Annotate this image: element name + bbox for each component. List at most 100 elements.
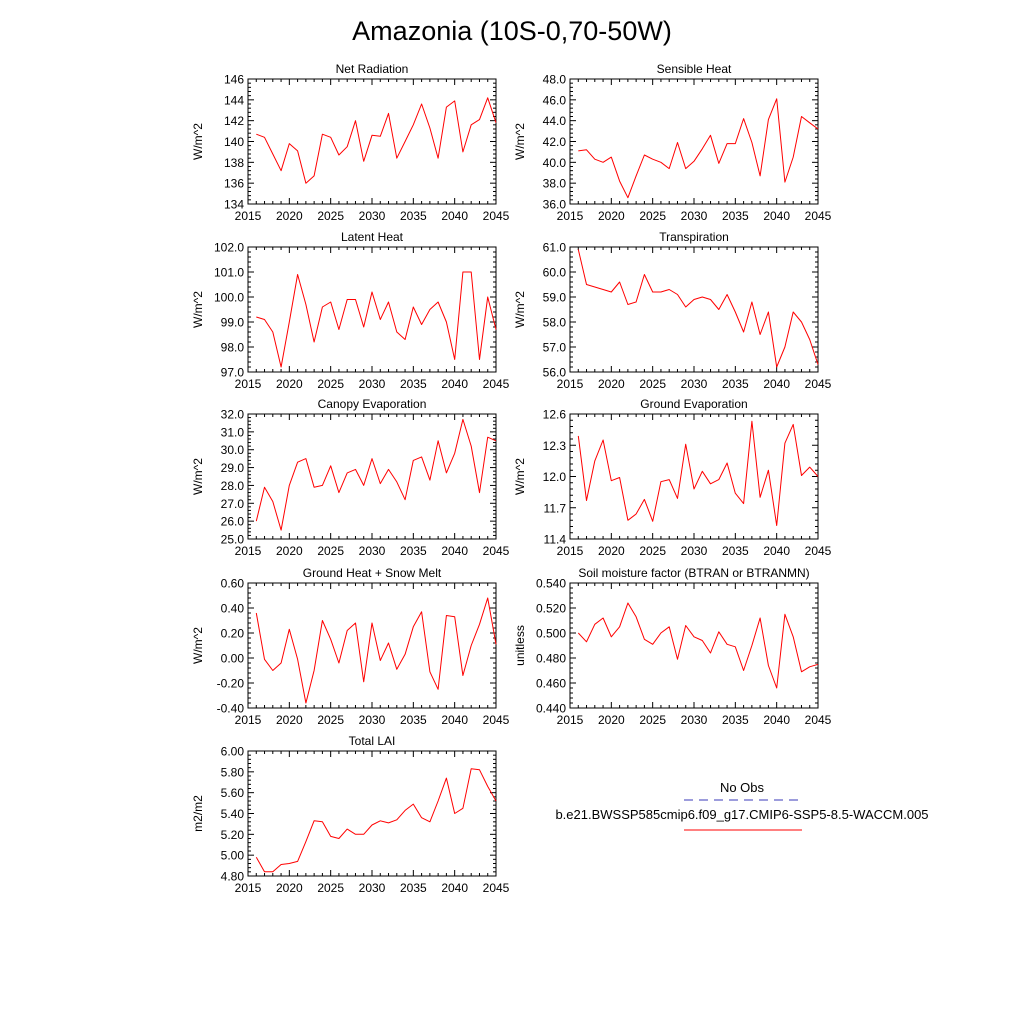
transpiration-xtick-label: 2015 — [557, 377, 584, 391]
net-radiation-ytick-label: 140 — [224, 135, 244, 149]
transpiration-xtick-label: 2045 — [805, 377, 832, 391]
net-radiation-xtick-label: 2015 — [235, 209, 262, 223]
total-lai-ytick-label: 6.00 — [221, 745, 245, 759]
sensible-heat-xtick-label: 2020 — [598, 209, 625, 223]
transpiration-xtick-label: 2040 — [763, 377, 790, 391]
latent-heat-xtick-label: 2040 — [441, 377, 468, 391]
canopy-evaporation-ytick-label: 27.0 — [221, 497, 245, 511]
soil-moisture-factor-btran-or-btranmn-xtick-label: 2025 — [639, 713, 666, 727]
ground-heat-snow-melt-xtick-label: 2035 — [400, 713, 427, 727]
sensible-heat-xtick-label: 2030 — [681, 209, 708, 223]
panel-soil-moisture-factor-btran-or-btranmn: 0.440 0.460 0.480 0.500 0.520 0.540 2015 2020 20… — [513, 566, 832, 727]
total-lai-ytick-label: 5.60 — [221, 786, 245, 800]
latent-heat-panel-title: Latent Heat — [341, 230, 404, 244]
ground-heat-snow-melt-xtick-label: 2020 — [276, 713, 303, 727]
canopy-evaporation-xtick-label: 2030 — [359, 544, 386, 558]
soil-moisture-factor-btran-or-btranmn-ytick-label: 0.520 — [536, 602, 566, 616]
canopy-evaporation-ytick-label: 25.0 — [221, 533, 245, 547]
soil-moisture-factor-btran-or-btranmn-xtick-label: 2020 — [598, 713, 625, 727]
panel-total-lai: 4.80 5.00 5.20 5.40 5.60 5.80 6.00 2015 2020 2025… — [191, 734, 510, 895]
net-radiation-ytick-label: 144 — [224, 93, 244, 107]
ground-evaporation-ytick-label: 12.6 — [543, 408, 567, 422]
canopy-evaporation-ytick-label: 28.0 — [221, 479, 245, 493]
total-lai-ytick-label: 4.80 — [221, 870, 245, 884]
canopy-evaporation-xtick-label: 2015 — [235, 544, 262, 558]
latent-heat-xtick-label: 2025 — [317, 377, 344, 391]
ground-evaporation-xtick-label: 2040 — [763, 544, 790, 558]
latent-heat-xtick-label: 2020 — [276, 377, 303, 391]
latent-heat-xtick-label: 2045 — [483, 377, 510, 391]
ground-heat-snow-melt-xtick-label: 2045 — [483, 713, 510, 727]
transpiration-ytick-label: 56.0 — [543, 366, 567, 380]
ground-heat-snow-melt-ytick-label: 0.60 — [221, 577, 245, 591]
net-radiation-y-axis-label: W/m^2 — [191, 123, 205, 160]
soil-moisture-factor-btran-or-btranmn-series-line — [577, 602, 819, 689]
sensible-heat-panel-title: Sensible Heat — [657, 62, 732, 76]
ground-evaporation-panel-title: Ground Evaporation — [640, 397, 747, 411]
sensible-heat-ytick-label: 42.0 — [543, 135, 567, 149]
sensible-heat-xtick-label: 2040 — [763, 209, 790, 223]
canopy-evaporation-ytick-label: 30.0 — [221, 443, 245, 457]
total-lai-ytick-label: 5.00 — [221, 849, 245, 863]
panel-latent-heat: 97.0 98.0 99.0 100.0 101.0 102.0 2015 2020 2025 2… — [191, 230, 510, 391]
total-lai-xtick-label: 2030 — [359, 881, 386, 895]
canopy-evaporation-ytick-label: 26.0 — [221, 515, 245, 529]
ground-evaporation-ytick-label: 11.4 — [544, 533, 567, 547]
ground-heat-snow-melt-series-line — [255, 597, 497, 704]
ground-evaporation-xtick-label: 2015 — [557, 544, 584, 558]
total-lai-xtick-label: 2040 — [441, 881, 468, 895]
sensible-heat-xtick-label: 2035 — [722, 209, 749, 223]
canopy-evaporation-xtick-label: 2020 — [276, 544, 303, 558]
ground-evaporation-xtick-label: 2045 — [805, 544, 832, 558]
canopy-evaporation-xtick-label: 2025 — [317, 544, 344, 558]
transpiration-series-line — [577, 249, 819, 368]
ground-heat-snow-melt-xtick-label: 2040 — [441, 713, 468, 727]
soil-moisture-factor-btran-or-btranmn-y-axis-label: unitless — [513, 625, 527, 666]
soil-moisture-factor-btran-or-btranmn-ytick-label: 0.540 — [536, 577, 566, 591]
latent-heat-y-axis-label: W/m^2 — [191, 291, 205, 328]
latent-heat-xtick-label: 2015 — [235, 377, 262, 391]
net-radiation-ytick-label: 146 — [224, 73, 244, 87]
panel-sensible-heat: 36.0 38.0 40.0 42.0 44.0 46.0 48.0 2015 2020 2025… — [513, 62, 832, 223]
canopy-evaporation-ytick-label: 31.0 — [221, 425, 245, 439]
ground-evaporation-ytick-label: 12.3 — [543, 439, 567, 453]
ground-heat-snow-melt-ytick-label: 0.40 — [221, 602, 245, 616]
net-radiation-ytick-label: 142 — [224, 114, 244, 128]
ground-heat-snow-melt-y-axis-label: W/m^2 — [191, 627, 205, 664]
latent-heat-xtick-label: 2030 — [359, 377, 386, 391]
sensible-heat-ytick-label: 38.0 — [543, 177, 567, 191]
transpiration-xtick-label: 2030 — [681, 377, 708, 391]
panel-net-radiation: 134 136 138 140 142 144 146 2015 2020 2025 2030 203… — [191, 62, 510, 223]
sensible-heat-ytick-label: 46.0 — [543, 93, 567, 107]
ground-evaporation-xtick-label: 2025 — [639, 544, 666, 558]
latent-heat-ytick-label: 102.0 — [214, 241, 244, 255]
canopy-evaporation-xtick-label: 2035 — [400, 544, 427, 558]
total-lai-xtick-label: 2045 — [483, 881, 510, 895]
soil-moisture-factor-btran-or-btranmn-ytick-label: 0.440 — [536, 702, 566, 716]
net-radiation-ytick-label: 136 — [224, 177, 244, 191]
latent-heat-xtick-label: 2035 — [400, 377, 427, 391]
canopy-evaporation-ytick-label: 32.0 — [221, 408, 245, 422]
ground-evaporation-ytick-label: 11.7 — [544, 501, 567, 515]
total-lai-ytick-label: 5.80 — [221, 765, 245, 779]
total-lai-xtick-label: 2020 — [276, 881, 303, 895]
soil-moisture-factor-btran-or-btranmn-xtick-label: 2040 — [763, 713, 790, 727]
legend: No Obs b.e21.BWSSP585cmip6.f09_g17.CMIP6… — [555, 780, 929, 831]
panel-transpiration: 56.0 57.0 58.0 59.0 60.0 61.0 2015 2020 2025 2030… — [513, 230, 832, 391]
ground-evaporation-xtick-label: 2030 — [681, 544, 708, 558]
ground-evaporation-series-line — [577, 420, 819, 526]
transpiration-xtick-label: 2025 — [639, 377, 666, 391]
latent-heat-series-line — [256, 271, 497, 368]
canopy-evaporation-y-axis-label: W/m^2 — [191, 458, 205, 495]
sensible-heat-y-axis-label: W/m^2 — [513, 123, 527, 160]
transpiration-ytick-label: 57.0 — [543, 341, 567, 355]
canopy-evaporation-ytick-label: 29.0 — [221, 461, 245, 475]
ground-heat-snow-melt-ytick-label: 0.20 — [221, 627, 245, 641]
sensible-heat-xtick-label: 2015 — [557, 209, 584, 223]
legend-model-label: b.e21.BWSSP585cmip6.f09_g17.CMIP6-SSP5-8… — [555, 807, 928, 822]
canopy-evaporation-xtick-label: 2040 — [441, 544, 468, 558]
ground-evaporation-y-axis-label: W/m^2 — [513, 458, 527, 495]
canopy-evaporation-xtick-label: 2045 — [483, 544, 510, 558]
